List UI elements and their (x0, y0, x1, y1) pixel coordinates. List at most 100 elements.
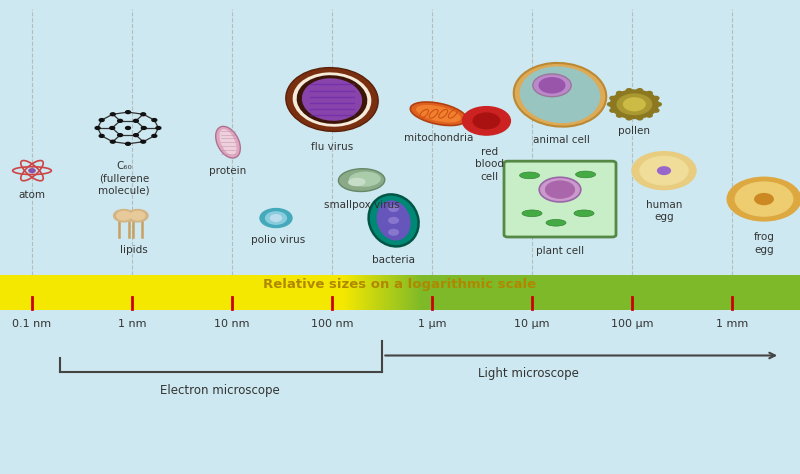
Text: Relative sizes on a logarithmic scale: Relative sizes on a logarithmic scale (263, 278, 537, 292)
Circle shape (29, 169, 35, 173)
Circle shape (617, 91, 622, 95)
Circle shape (134, 119, 138, 122)
Text: lipids: lipids (120, 245, 147, 255)
Text: 0.1 nm: 0.1 nm (13, 319, 51, 329)
Circle shape (655, 102, 662, 106)
Ellipse shape (369, 194, 418, 246)
Text: red
blood
cell: red blood cell (475, 147, 504, 182)
Circle shape (110, 113, 115, 116)
Ellipse shape (349, 172, 381, 187)
Circle shape (462, 107, 510, 135)
Text: plant cell: plant cell (536, 246, 584, 255)
Ellipse shape (514, 63, 606, 127)
Circle shape (126, 127, 130, 129)
Ellipse shape (522, 210, 542, 217)
Ellipse shape (302, 78, 362, 121)
Bar (367, 275, 368, 310)
Circle shape (117, 211, 131, 220)
Bar (365, 275, 366, 310)
Circle shape (626, 89, 632, 92)
Bar (389, 275, 390, 310)
Text: 10 μm: 10 μm (514, 319, 550, 329)
Bar (394, 275, 395, 310)
Bar (363, 275, 364, 310)
Ellipse shape (348, 178, 366, 186)
Ellipse shape (519, 172, 539, 179)
Circle shape (653, 109, 659, 112)
Circle shape (270, 215, 282, 221)
Ellipse shape (286, 68, 378, 131)
Circle shape (142, 127, 146, 129)
Circle shape (632, 152, 696, 190)
Text: 1 mm: 1 mm (716, 319, 748, 329)
Bar (381, 275, 382, 310)
Ellipse shape (216, 127, 240, 158)
Ellipse shape (533, 74, 571, 97)
Text: pollen: pollen (618, 126, 650, 136)
Circle shape (637, 117, 642, 120)
Bar (357, 275, 358, 310)
Bar (382, 275, 800, 310)
Circle shape (114, 210, 134, 222)
Circle shape (727, 177, 800, 221)
Bar (355, 275, 357, 310)
Ellipse shape (219, 129, 237, 155)
Circle shape (130, 211, 145, 220)
Circle shape (126, 142, 130, 145)
Text: 10 nm: 10 nm (214, 319, 250, 329)
Ellipse shape (520, 66, 600, 123)
Bar (366, 275, 367, 310)
Circle shape (389, 229, 398, 235)
Circle shape (607, 102, 614, 106)
Text: flu virus: flu virus (311, 142, 353, 152)
Circle shape (110, 127, 114, 129)
Bar (358, 275, 359, 310)
Bar (0, 275, 382, 310)
Ellipse shape (576, 171, 595, 178)
Bar (385, 275, 386, 310)
Bar (349, 275, 350, 310)
Circle shape (99, 135, 104, 137)
Bar (421, 275, 422, 310)
Ellipse shape (338, 169, 385, 191)
Bar (405, 275, 406, 310)
Bar (354, 275, 355, 310)
Text: 1 nm: 1 nm (118, 319, 146, 329)
Text: human
egg: human egg (646, 200, 682, 222)
Ellipse shape (410, 102, 466, 126)
Circle shape (658, 167, 670, 174)
Circle shape (134, 134, 138, 137)
Circle shape (539, 78, 565, 93)
Circle shape (624, 98, 645, 111)
Bar (383, 275, 385, 310)
Ellipse shape (377, 201, 410, 240)
Circle shape (266, 212, 286, 224)
Text: frog
egg: frog egg (754, 232, 774, 255)
Ellipse shape (293, 73, 371, 127)
Bar (387, 275, 389, 310)
Circle shape (610, 90, 658, 118)
Text: C₆₀
(fullerene
molecule): C₆₀ (fullerene molecule) (98, 161, 150, 196)
Circle shape (99, 118, 104, 121)
Text: 1 μm: 1 μm (418, 319, 446, 329)
Circle shape (126, 111, 130, 114)
Bar (373, 275, 374, 310)
Bar (391, 275, 393, 310)
Bar (402, 275, 403, 310)
Text: Electron microscope: Electron microscope (160, 384, 280, 397)
Text: Light microscope: Light microscope (478, 367, 578, 380)
Circle shape (389, 218, 398, 223)
Ellipse shape (297, 75, 367, 124)
Bar (418, 275, 419, 310)
Circle shape (127, 210, 148, 222)
Bar (419, 275, 421, 310)
Bar (346, 275, 347, 310)
Bar (393, 275, 394, 310)
Bar (397, 275, 398, 310)
Bar (370, 275, 371, 310)
Circle shape (474, 113, 499, 129)
Bar (403, 275, 404, 310)
Text: polio virus: polio virus (251, 235, 306, 245)
Circle shape (118, 134, 122, 137)
Bar (414, 275, 415, 310)
